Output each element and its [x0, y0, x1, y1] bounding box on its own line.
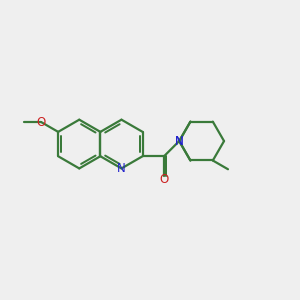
- Text: O: O: [159, 173, 169, 186]
- Text: N: N: [117, 162, 126, 175]
- Text: O: O: [37, 116, 46, 129]
- Text: N: N: [175, 135, 184, 148]
- Text: N: N: [175, 135, 184, 148]
